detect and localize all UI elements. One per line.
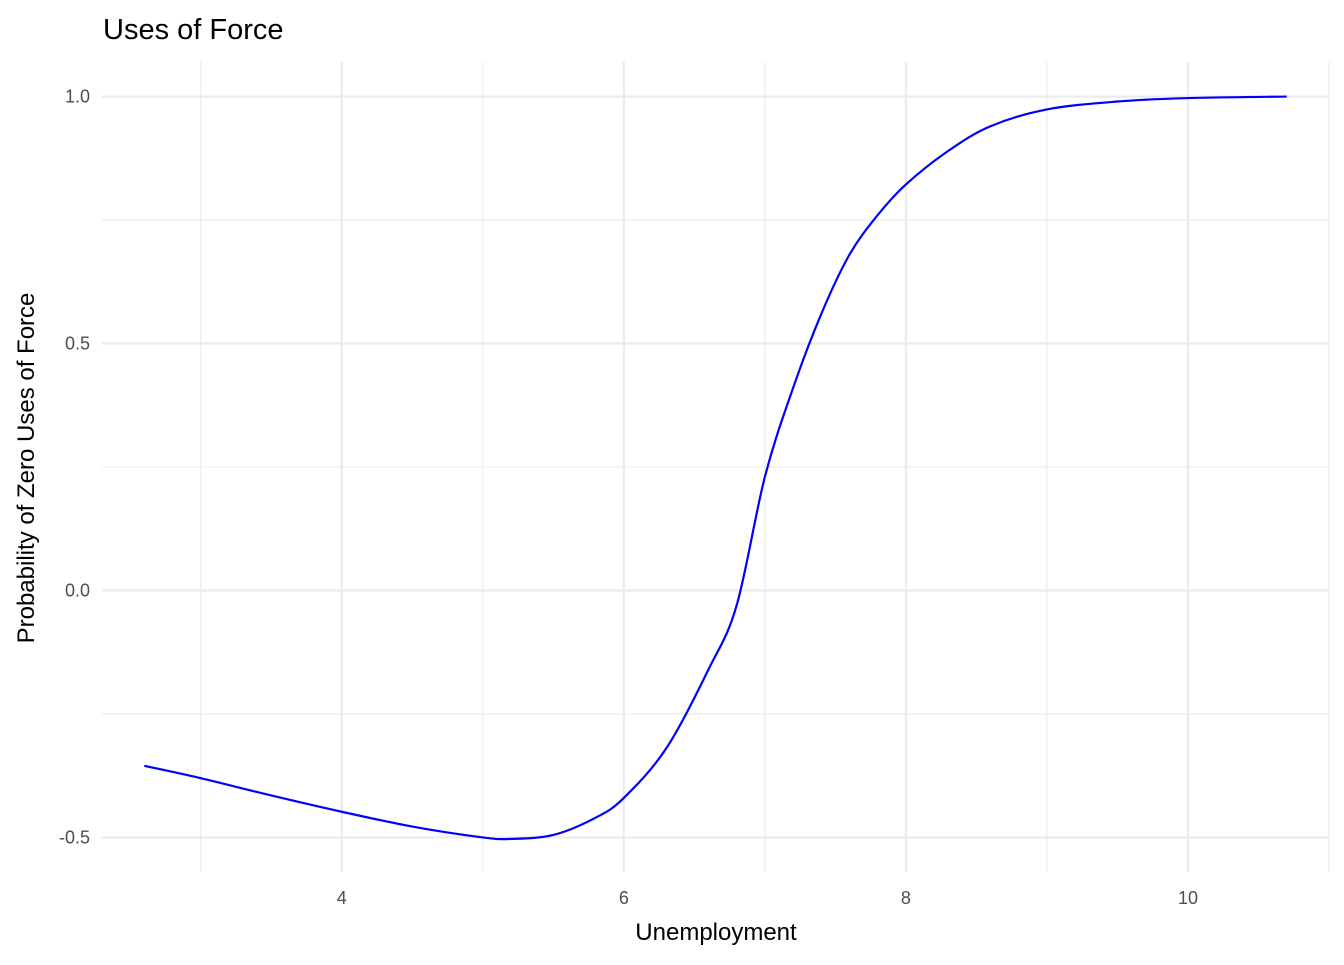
series-line [144, 95, 1287, 841]
x-tick-label: 6 [619, 888, 629, 908]
x-tick-labels: 4 6 8 10 [337, 888, 1198, 908]
x-tick-label: 4 [337, 888, 347, 908]
x-tick-label: 8 [901, 888, 911, 908]
chart-title: Uses of Force [103, 14, 284, 46]
y-tick-labels: -0.5 0.0 0.5 1.0 [59, 87, 90, 848]
y-tick-label: -0.5 [59, 827, 90, 847]
y-axis-title: Probability of Zero Uses of Force [13, 293, 40, 644]
series-layer [144, 95, 1287, 841]
x-tick-label: 10 [1178, 888, 1198, 908]
y-tick-label: 0.0 [65, 580, 90, 600]
y-tick-label: 0.5 [65, 334, 90, 354]
major-gridlines [102, 62, 1329, 872]
minor-gridlines [102, 62, 1330, 872]
y-tick-label: 1.0 [65, 87, 90, 107]
x-axis-title: Unemployment [635, 919, 797, 946]
